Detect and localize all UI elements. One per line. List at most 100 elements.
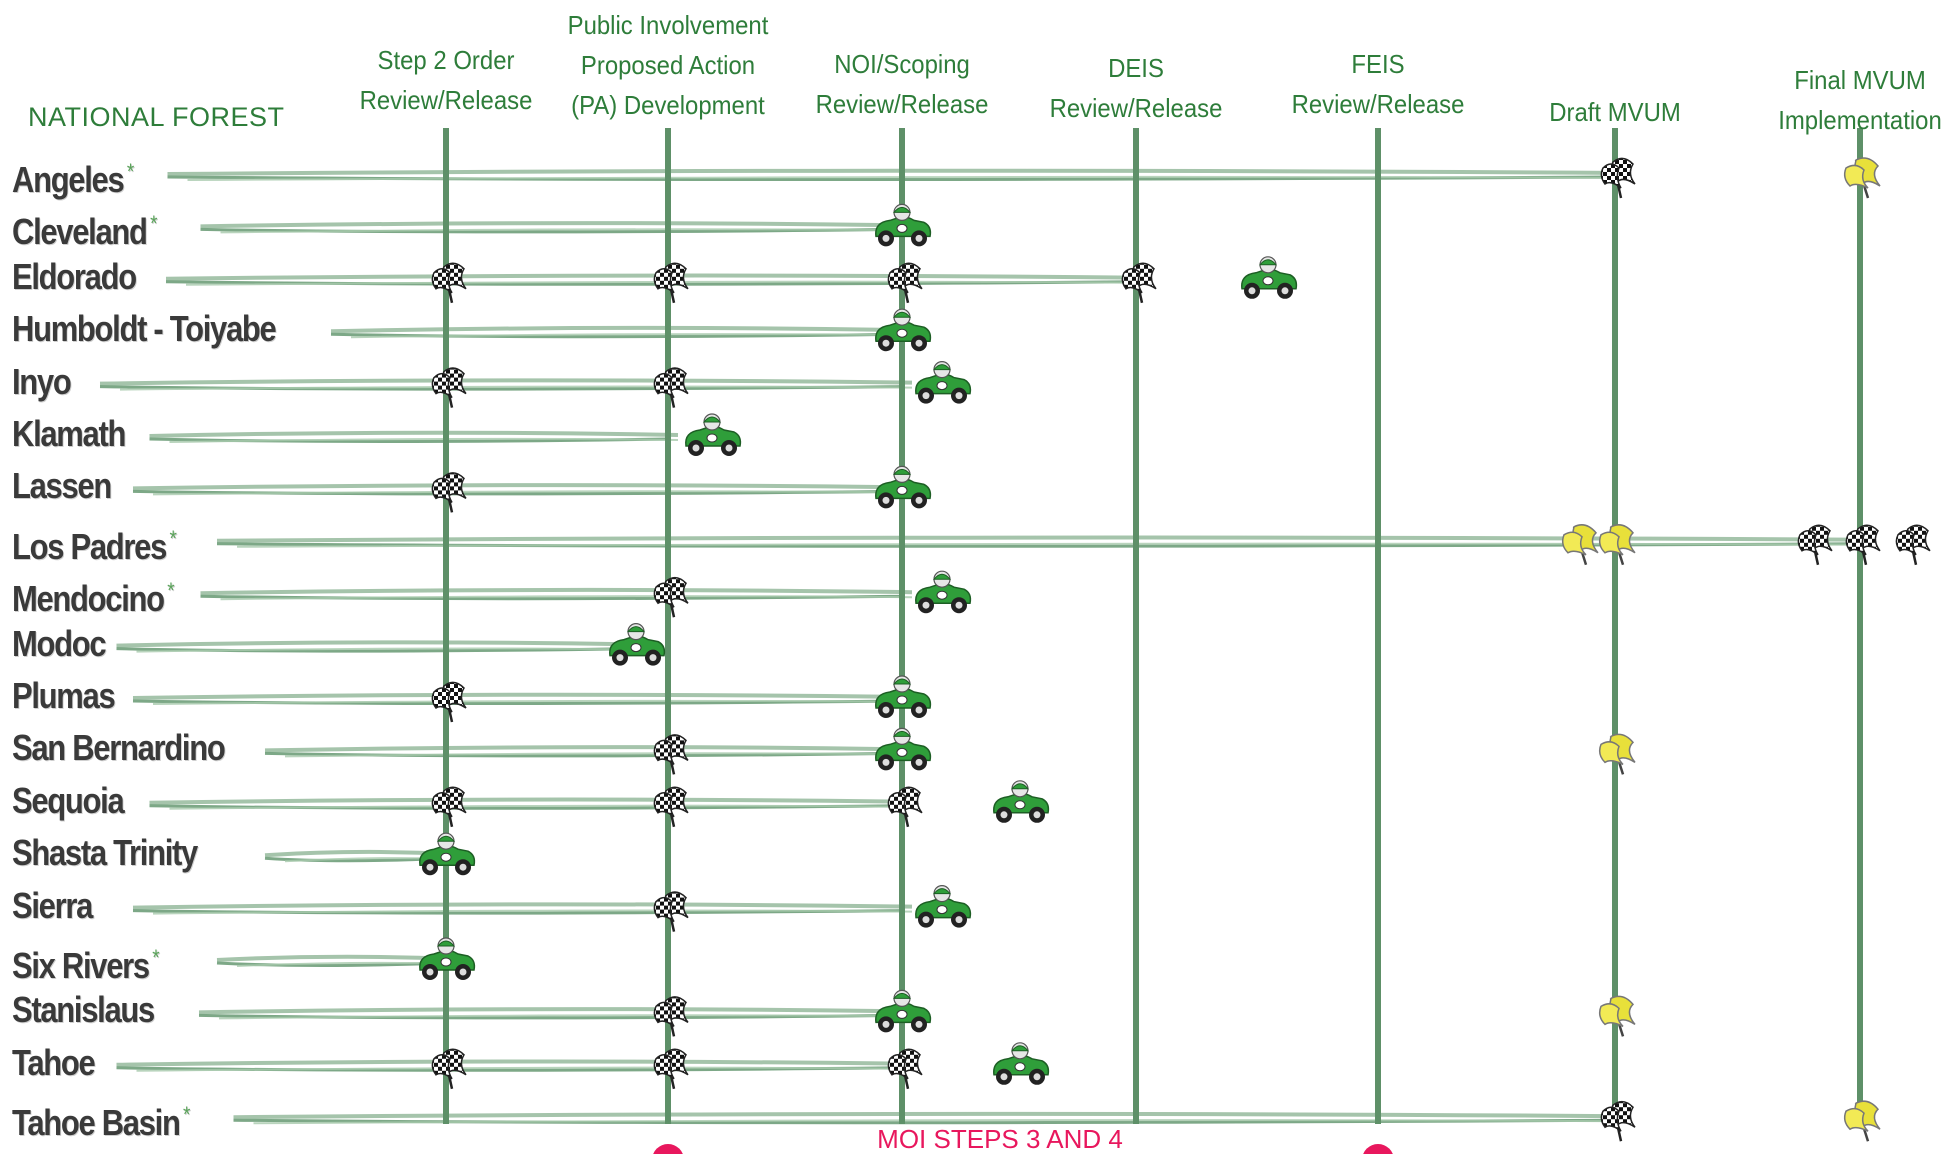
- forest-row-label: Tahoe: [12, 1041, 94, 1085]
- checkered-flag-icon: [432, 787, 466, 827]
- checkered-flag-icon: [1122, 263, 1156, 303]
- column-heading-line: Review/Release: [816, 84, 989, 124]
- progress-trail: [117, 1062, 913, 1071]
- forest-name: Plumas: [12, 675, 114, 716]
- forest-row-label: Shasta Trinity: [12, 831, 197, 875]
- progress-trail: [234, 1114, 1626, 1123]
- column-line-draft: [1612, 128, 1618, 1124]
- progress-trail: [331, 328, 912, 337]
- forest-name: Cleveland: [12, 211, 147, 252]
- progress-trail: [150, 433, 679, 442]
- column-heading-final: Final MVUM Implementation: [1778, 60, 1942, 140]
- progress-trail: [117, 642, 647, 651]
- checkered-flag-icon: [654, 1049, 688, 1089]
- column-heading-feis: FEIS Review/Release: [1292, 44, 1465, 124]
- column-heading-line: NOI/Scoping: [816, 44, 989, 84]
- forest-name: Modoc: [12, 623, 105, 664]
- progress-trail: [265, 747, 912, 756]
- checkered-flag-icon: [1846, 525, 1880, 565]
- race-car-icon: [916, 362, 971, 404]
- forest-row-label: Stanislaus: [12, 988, 154, 1032]
- forest-row-label: Lassen: [12, 464, 111, 508]
- column-heading-noi: NOI/Scoping Review/Release: [816, 44, 989, 124]
- column-heading-step2: Step 2 Order Review/Release: [360, 40, 533, 120]
- asterisk-mark: *: [169, 526, 175, 551]
- step-marker-dot: [1362, 1144, 1394, 1154]
- forest-name: Sierra: [12, 885, 92, 926]
- forest-row-label: Plumas: [12, 674, 114, 718]
- forest-name: Stanislaus: [12, 989, 154, 1030]
- checkered-flag-icon: [654, 368, 688, 408]
- race-car-icon: [610, 624, 665, 666]
- forest-row-label: Cleveland *: [12, 202, 156, 254]
- forest-row-label: Klamath: [12, 412, 125, 456]
- progress-trail: [133, 695, 912, 704]
- column-line-feis: [1375, 128, 1381, 1124]
- race-car-icon: [1242, 257, 1297, 299]
- checkered-flag-icon: [432, 1049, 466, 1089]
- forest-row-label: Humboldt - Toiyabe: [12, 307, 275, 351]
- forest-row-label: Tahoe Basin *: [12, 1093, 189, 1145]
- forest-row-label: Angeles *: [12, 150, 133, 202]
- column-heading-line: Draft MVUM: [1549, 92, 1681, 132]
- checkered-flag-icon: [654, 997, 688, 1037]
- forest-name: Angeles: [12, 159, 123, 200]
- checkered-flag-icon: [654, 735, 688, 775]
- checkered-flag-icon: [1601, 158, 1635, 198]
- checkered-flag-icon: [654, 787, 688, 827]
- checkered-flag-icon: [1601, 1102, 1635, 1142]
- checkered-flag-icon: [432, 263, 466, 303]
- column-heading-line: FEIS: [1292, 44, 1465, 84]
- checkered-flag-icon: [888, 1049, 922, 1089]
- forest-name: Shasta Trinity: [12, 832, 197, 873]
- forest-name: San Bernardino: [12, 727, 224, 768]
- column-heading-line: DEIS: [1050, 48, 1223, 88]
- forest-name: Los Padres: [12, 526, 166, 567]
- forest-row-label: Eldorado: [12, 255, 136, 299]
- progress-trail: [133, 485, 912, 494]
- column-heading-line: Review/Release: [1292, 84, 1465, 124]
- checkered-flag-icon: [654, 263, 688, 303]
- column-heading-line: Review/Release: [1050, 88, 1223, 128]
- forest-name: Tahoe Basin: [12, 1102, 180, 1143]
- forest-name: Sequoia: [12, 780, 123, 821]
- forest-row-label: Modoc: [12, 622, 105, 666]
- forest-name: Eldorado: [12, 256, 136, 297]
- checkered-flag-icon: [654, 892, 688, 932]
- yellow-flag-icon: [1845, 1101, 1880, 1141]
- forest-name: Tahoe: [12, 1042, 94, 1083]
- checkered-flag-icon: [888, 263, 922, 303]
- column-heading-line: Final MVUM: [1778, 60, 1942, 100]
- checkered-flag-icon: [1798, 525, 1832, 565]
- asterisk-mark: *: [152, 945, 158, 970]
- forest-row-label: Inyo: [12, 360, 70, 404]
- race-car-icon: [916, 886, 971, 928]
- checkered-flag-icon: [432, 682, 466, 722]
- column-heading-line: Public Involvement: [568, 5, 769, 45]
- checkered-flag-icon: [1896, 525, 1930, 565]
- forest-row-label: Sierra: [12, 884, 92, 928]
- asterisk-mark: *: [167, 578, 173, 603]
- forest-row-label: Sequoia: [12, 779, 123, 823]
- checkered-flag-icon: [654, 578, 688, 618]
- forest-name: Mendocino: [12, 578, 164, 619]
- step-marker-dot: [652, 1144, 684, 1154]
- forest-name: Klamath: [12, 413, 125, 454]
- checkered-flag-icon: [888, 787, 922, 827]
- race-car-icon: [994, 1043, 1049, 1085]
- forest-row-label: Mendocino *: [12, 569, 173, 621]
- forest-name: Lassen: [12, 465, 111, 506]
- progress-trail: [150, 800, 913, 809]
- progress-trail: [168, 171, 1626, 180]
- progress-trail: [199, 1009, 912, 1018]
- national-forest-heading: NATIONAL FOREST: [28, 102, 285, 133]
- checkered-flag-icon: [432, 473, 466, 513]
- yellow-flag-icon: [1563, 525, 1598, 565]
- progress-trail: [133, 904, 912, 913]
- column-heading-line: Step 2 Order: [360, 40, 533, 80]
- column-line-final: [1857, 128, 1863, 1124]
- forest-name: Six Rivers: [12, 945, 149, 986]
- asterisk-mark: *: [127, 159, 133, 184]
- race-car-icon: [686, 414, 741, 456]
- asterisk-mark: *: [150, 211, 156, 236]
